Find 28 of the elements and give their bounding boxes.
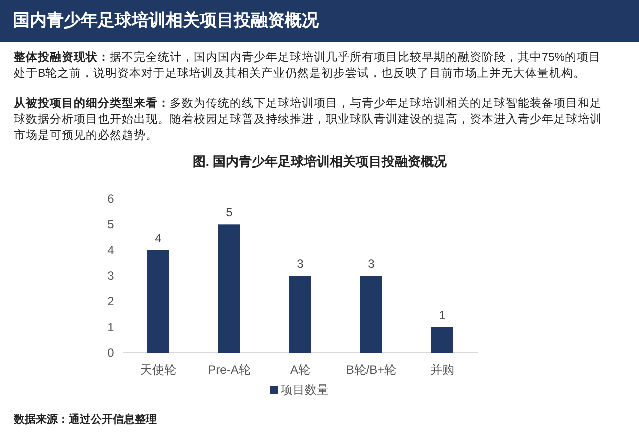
y-tick-label: 6 — [108, 192, 115, 206]
x-tick-label: 并购 — [430, 363, 454, 377]
x-tick-label: 天使轮 — [140, 363, 176, 377]
y-tick-label: 1 — [108, 320, 115, 334]
data-label: 5 — [226, 206, 234, 220]
text: 从被投项目的细分类型来看：多数为传统的线下足球培训项目，与青少年足球培训相关的足球智能装备项目和足球数据分析项目也开始出现。随着校园足球普及持续推进，职业球队青训建设的提高，资本进入青少年足球培训市场是可预见的必然趋势。 — [14, 96, 603, 144]
bar — [360, 276, 382, 353]
bar — [432, 327, 454, 353]
data-label: 3 — [297, 257, 304, 271]
y-tick-label: 0 — [108, 346, 115, 360]
data-label: 4 — [155, 231, 162, 246]
x-tick-label: Pre-A轮 — [208, 363, 251, 377]
chart-title: 国内青少年足球培训相关项目投融资概况 — [0, 0, 639, 42]
x-tick-label: B轮/B+轮 — [346, 363, 397, 377]
bar — [290, 276, 312, 353]
y-tick-label: 3 — [108, 269, 115, 283]
y-tick-label: 2 — [108, 294, 115, 309]
y-tick-label: 5 — [108, 218, 115, 232]
x-tick-label: A轮 — [290, 363, 311, 377]
legend-label: 项目数量 — [281, 383, 329, 397]
y-tick-label: 4 — [108, 243, 115, 258]
data-label: 3 — [368, 257, 376, 271]
bar — [148, 250, 170, 353]
data-label: 1 — [439, 308, 446, 322]
text: 整体投融资现状：据不完全统计，国内国内青少年足球培训几乎所有项目比较早期的融资阶段，其中75%的项目处于B轮之前，说明资本对于足球培训及其相关产业仍然是初步尝试，也反映了目前市场上并无大体量机构。 — [14, 50, 602, 82]
chart-subtitle: 图. 国内青少年足球培训相关项目投融资概况 — [192, 154, 448, 169]
bar — [218, 224, 240, 353]
source-note: 数据来源：通过公开信息整理 — [14, 412, 157, 427]
